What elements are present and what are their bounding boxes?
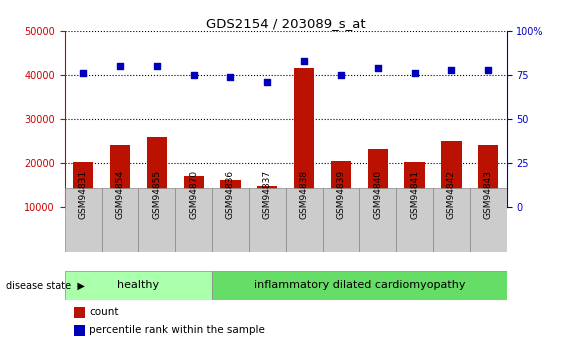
FancyBboxPatch shape [249,188,285,252]
Point [337,72,346,78]
FancyBboxPatch shape [433,188,470,252]
Text: percentile rank within the sample: percentile rank within the sample [89,325,265,335]
Point [410,70,419,76]
Bar [478,146,498,207]
FancyBboxPatch shape [285,188,323,252]
FancyBboxPatch shape [65,188,101,252]
Text: GSM94837: GSM94837 [263,169,272,219]
FancyBboxPatch shape [138,188,175,252]
FancyBboxPatch shape [101,188,138,252]
Point [189,72,198,78]
Text: disease state  ▶: disease state ▶ [6,280,84,290]
Bar [147,138,167,207]
Bar [212,271,507,300]
Bar [184,176,204,207]
FancyBboxPatch shape [359,188,396,252]
Text: inflammatory dilated cardiomyopathy: inflammatory dilated cardiomyopathy [254,280,465,290]
Bar [294,68,314,207]
Text: GSM94855: GSM94855 [153,169,162,219]
Text: GSM94842: GSM94842 [447,170,456,219]
Point [263,79,272,85]
Bar [110,146,130,207]
Bar [74,325,84,336]
Text: healthy: healthy [117,280,159,290]
Text: GSM94836: GSM94836 [226,169,235,219]
Text: GSM94841: GSM94841 [410,170,419,219]
Text: GSM94839: GSM94839 [337,169,346,219]
Text: GSM94843: GSM94843 [484,170,493,219]
Point [226,74,235,80]
Bar [220,180,240,207]
Bar [73,162,93,207]
Bar [441,140,462,207]
Text: GSM94838: GSM94838 [300,169,309,219]
Text: count: count [89,307,119,317]
Bar [74,307,84,318]
Point [115,63,124,69]
Bar [65,271,212,300]
Point [153,63,162,69]
Point [79,70,88,76]
Title: GDS2154 / 203089_s_at: GDS2154 / 203089_s_at [206,17,365,30]
Point [300,58,309,64]
FancyBboxPatch shape [323,188,359,252]
Bar [257,186,278,207]
FancyBboxPatch shape [212,188,249,252]
Point [447,67,456,72]
FancyBboxPatch shape [396,188,433,252]
FancyBboxPatch shape [175,188,212,252]
Text: GSM94870: GSM94870 [189,169,198,219]
FancyBboxPatch shape [470,188,507,252]
Text: GSM94831: GSM94831 [79,169,88,219]
Point [373,65,382,71]
Point [484,67,493,72]
Text: GSM94840: GSM94840 [373,170,382,219]
Text: GSM94854: GSM94854 [115,170,124,219]
Bar [368,149,388,207]
Bar [404,162,425,207]
Bar [331,161,351,207]
